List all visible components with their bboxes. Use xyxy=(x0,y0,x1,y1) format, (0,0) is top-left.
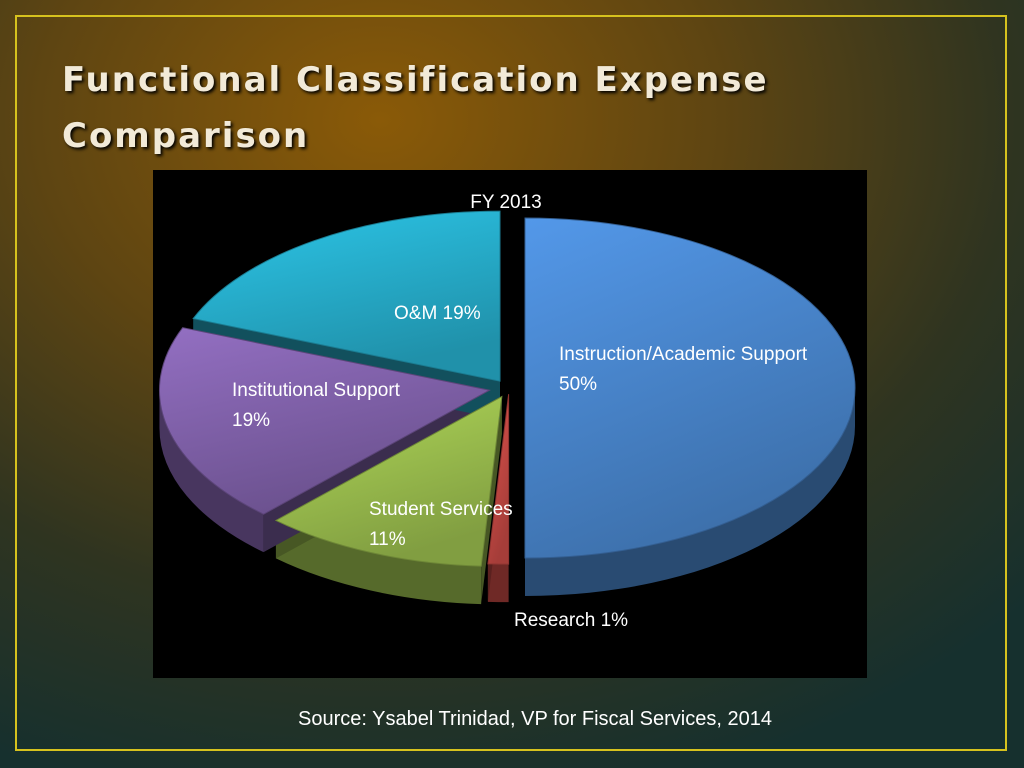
pie-slice-instruction-academic-support xyxy=(524,217,856,559)
pie-chart: FY 2013 Instruction/Academic Support 50% Re… xyxy=(159,192,856,631)
data-label-instruction-academic-support: Instruction/Academic Support 50% xyxy=(559,344,808,395)
pie-slice-side-institutional-support xyxy=(159,390,264,553)
pie-slice-side-research xyxy=(487,563,509,603)
pie-slice-research xyxy=(487,394,510,565)
pie-slice-institutional-support xyxy=(159,327,491,515)
pie-slice-edge-student-services-0 xyxy=(481,396,502,605)
pie-slice-o-m xyxy=(192,210,501,382)
data-label-o-m: O&M 19% xyxy=(394,303,481,324)
source-caption: Source: Ysabel Trinidad, VP for Fiscal S… xyxy=(298,708,772,730)
pie-slice-student-services xyxy=(274,395,503,567)
slide-frame xyxy=(15,15,1007,751)
data-label-student-services: Student Services 11% xyxy=(369,499,513,550)
data-label-institutional-support: Institutional Support 19% xyxy=(232,380,401,431)
pie-slice-side-student-services xyxy=(275,520,482,605)
chart-panel: FY 2013 Instruction/Academic Support 50% Re… xyxy=(153,170,867,678)
slide-title: Functional Classification Expense Compar… xyxy=(62,60,769,156)
chart-title: FY 2013 xyxy=(470,192,541,213)
pie-slice-side-instruction-academic-support xyxy=(525,388,855,596)
data-label-research: Research 1% xyxy=(514,610,628,631)
